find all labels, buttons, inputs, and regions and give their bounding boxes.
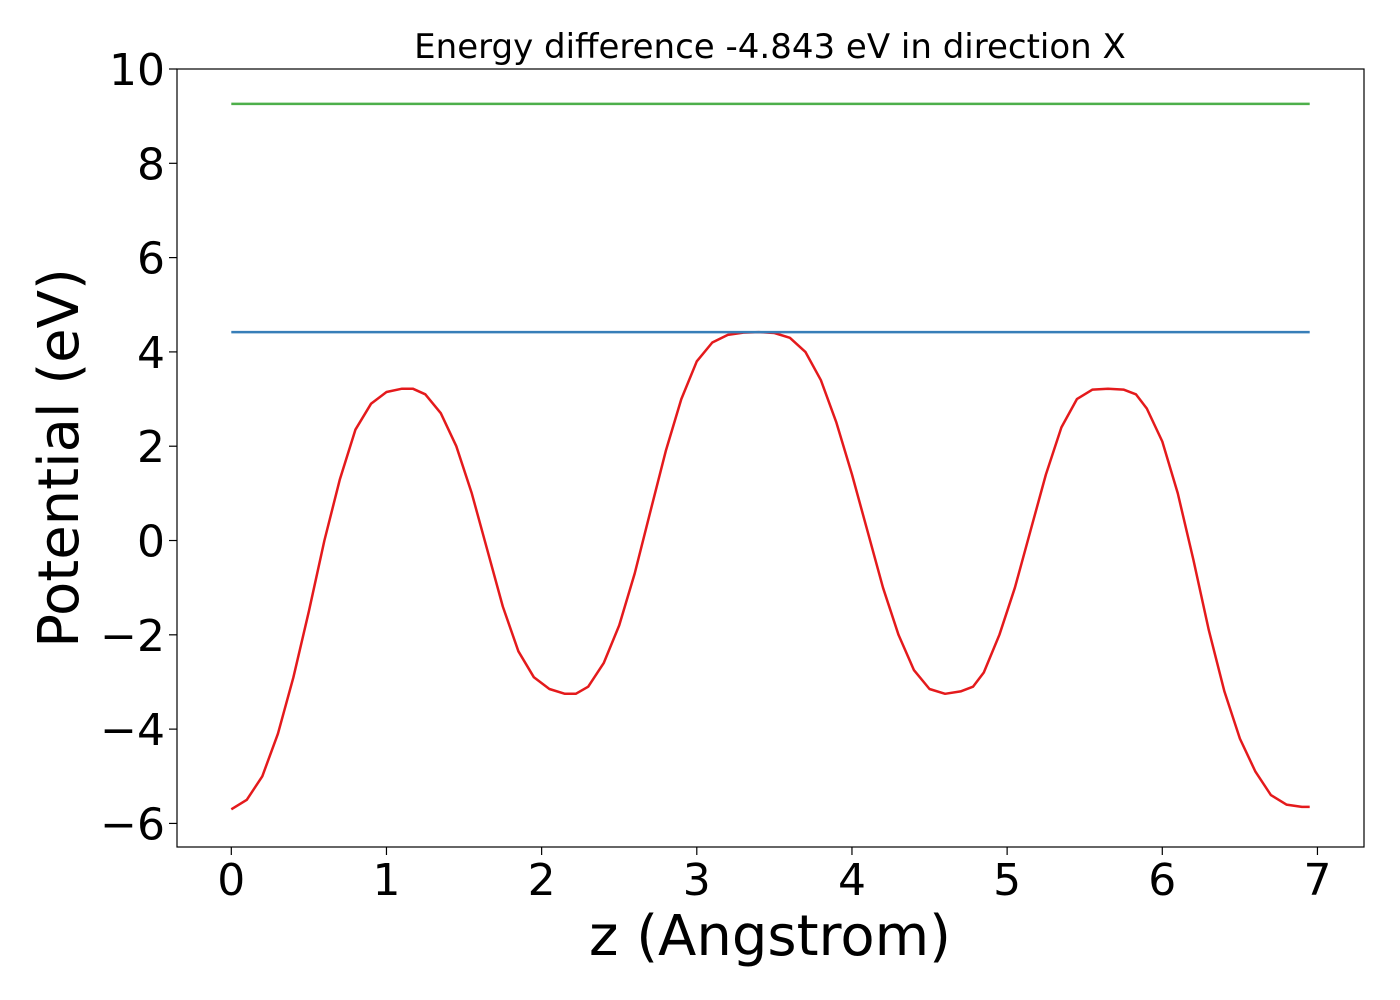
y-tick-label: 10 [109,45,165,96]
y-axis-label: Potential (eV) [27,268,92,648]
x-axis-label: z (Angstrom) [589,904,951,969]
y-tick-label: 8 [137,139,165,190]
y-tick-label: 4 [137,328,165,379]
ticks-layer: 0 1 2 3 4 5 6 7 −6 −4 −2 0 2 4 6 8 10 [100,45,1331,906]
x-tick-label: 5 [993,855,1021,906]
y-tick-label: −6 [100,799,165,850]
x-tick-label: 0 [217,855,245,906]
series-layer [230,102,1310,811]
y-tick-label: 0 [137,517,165,568]
y-tick-label: 6 [137,234,165,285]
x-tick-label: 2 [528,855,556,906]
x-tick-label: 1 [372,855,400,906]
x-tick-label: 4 [838,855,866,906]
x-tick-label: 3 [683,855,711,906]
x-tick-label: 6 [1148,855,1176,906]
y-tick-label: −2 [100,611,165,662]
y-tick-label: 2 [137,422,165,473]
y-tick-label: −4 [100,705,165,756]
plot-frame [176,68,1365,848]
chart-title: Energy difference -4.843 eV in direction… [414,27,1126,67]
x-tick-label: 7 [1303,855,1331,906]
